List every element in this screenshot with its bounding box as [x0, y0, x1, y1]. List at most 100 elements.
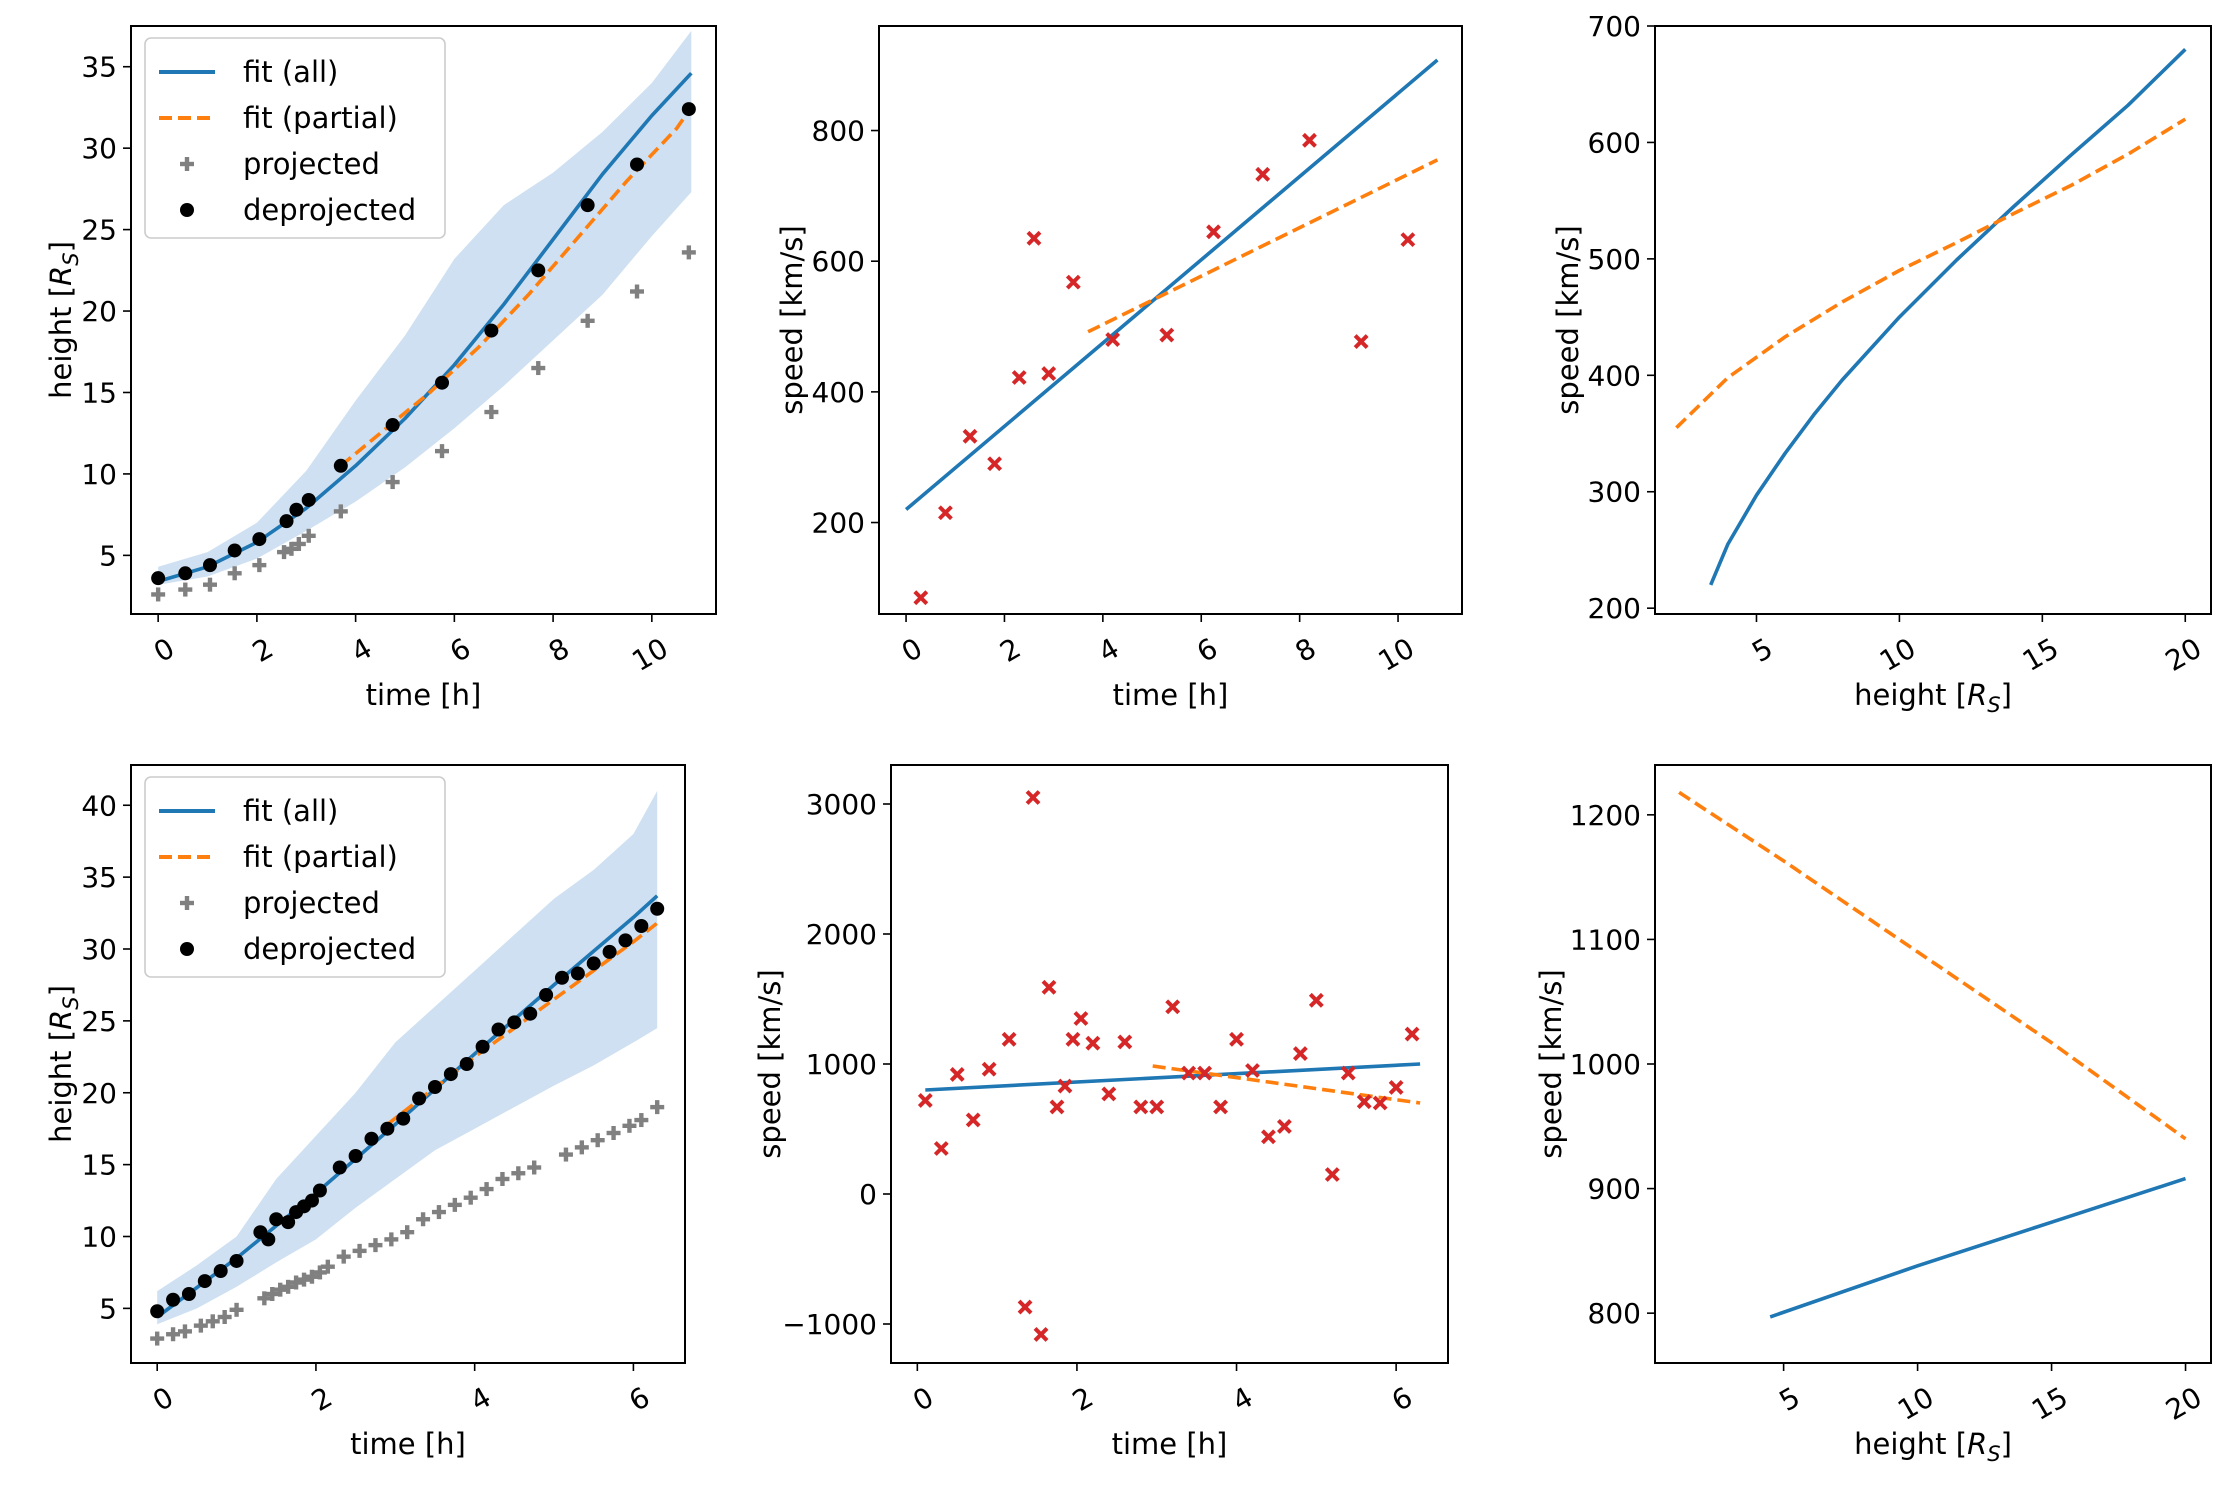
- series-fit-partial-line: [1678, 790, 2187, 1141]
- y-tick-label: 40: [81, 789, 117, 822]
- plot-area: [904, 58, 1439, 606]
- panel-bottom-height-time: 0 2 4 6 5 10 15 20 25 30 35 40 time [h] height [RS] fi…: [44, 764, 686, 1461]
- projected-point: [193, 1318, 208, 1333]
- x-tick-label: 8: [1290, 631, 1322, 668]
- legend: fit (all) fit (partial) projected deproject…: [144, 776, 446, 978]
- deprojected-point: [364, 1131, 379, 1146]
- deprojected-point: [427, 1080, 442, 1094]
- speed-point: [1308, 992, 1324, 1008]
- y-tick-label: 1000: [806, 1048, 877, 1081]
- uncertainty-band: [157, 790, 658, 1325]
- projected-point: [166, 1327, 181, 1342]
- projected-point: [479, 1182, 494, 1197]
- series-fit-partial-line: [1152, 1064, 1421, 1105]
- projected-point: [202, 577, 217, 592]
- series-fit-partial-line: [339, 106, 693, 468]
- series-fit-partial-line: [386, 921, 659, 1126]
- legend-label: fit (all): [243, 55, 338, 89]
- legend-frame: [144, 776, 446, 978]
- projected-point: [558, 1147, 573, 1162]
- y-axis-label: speed [km/s]: [775, 225, 809, 414]
- projected-point: [484, 405, 499, 420]
- legend-label: projected: [243, 886, 380, 920]
- legend-label: deprojected: [243, 932, 416, 966]
- speed-point: [1206, 224, 1221, 240]
- deprojected-point: [380, 1121, 395, 1136]
- projected-point: [252, 558, 267, 573]
- x-tick-label: 2: [247, 631, 279, 668]
- projected-point: [301, 528, 316, 543]
- x-tick-label: 2: [1067, 1380, 1099, 1417]
- speed-point: [1353, 334, 1369, 349]
- speed-point: [1026, 230, 1042, 246]
- projected-point: [435, 444, 450, 459]
- plot-area: [150, 790, 665, 1346]
- speed-point: [987, 456, 1003, 472]
- deprojected-point: [281, 1215, 296, 1230]
- deprojected-point: [580, 198, 595, 213]
- x-tick-label: 10: [1892, 1380, 1939, 1426]
- series-fit-all-line: [1709, 48, 2187, 586]
- speed-point: [917, 1092, 933, 1108]
- projected-point: [574, 1140, 589, 1155]
- legend-item-fit-partial: fit (partial): [159, 101, 398, 135]
- deprojected-point: [650, 901, 665, 916]
- y-tick-label: 500: [1588, 243, 1641, 276]
- deprojected-point: [531, 263, 546, 278]
- x-tick-label: 20: [2160, 631, 2207, 677]
- projected-point: [289, 1275, 304, 1290]
- projected-point: [178, 582, 193, 597]
- x-tick-label: 6: [1191, 631, 1223, 668]
- y-tick-label: 10: [81, 1221, 117, 1254]
- x-tick-label: 4: [1093, 631, 1125, 668]
- legend-item-deprojected: deprojected: [180, 932, 416, 966]
- deprojected-point: [539, 988, 554, 1002]
- speed-point: [1133, 1099, 1149, 1115]
- projected-point: [352, 1243, 367, 1258]
- deprojected-point: [443, 1067, 458, 1082]
- y-tick-label: 3000: [806, 788, 877, 821]
- speed-point: [962, 428, 978, 444]
- projected-point: [217, 1310, 232, 1324]
- y-tick-label: 35: [81, 861, 117, 894]
- axes-frame: [890, 764, 1449, 1364]
- x-tick-label: 6: [623, 1380, 655, 1417]
- x-tick-label: 6: [1386, 1380, 1418, 1417]
- projected-point: [650, 1100, 665, 1115]
- speed-point: [1033, 1326, 1049, 1342]
- legend-item-deprojected: deprojected: [180, 193, 416, 227]
- projected-point: [580, 313, 595, 328]
- projected-point: [284, 541, 299, 556]
- panel-top-speed-height: 5 10 15 20 200 300 400 500 600 700 height [RS] spee…: [1551, 10, 2212, 717]
- deprojected-point: [681, 102, 696, 117]
- deprojected-point: [396, 1111, 411, 1126]
- deprojected-point: [586, 956, 601, 971]
- speed-point: [1165, 999, 1181, 1015]
- deprojected-point: [213, 1264, 228, 1278]
- projected-point: [622, 1118, 637, 1133]
- deprojected-point: [523, 1006, 538, 1021]
- panel-top-speed-time: 0 2 4 6 8 10 200 400 600 800 time [h] speed [km/s]: [775, 25, 1463, 712]
- y-tick-label: 600: [812, 245, 865, 278]
- speed-point: [1388, 1079, 1404, 1095]
- series-fit-partial-line: [1675, 117, 2187, 429]
- plot-area: [917, 790, 1421, 1342]
- x-tick-label: 8: [543, 631, 575, 668]
- y-tick-label: 25: [81, 1005, 117, 1038]
- y-tick-label: 15: [81, 1149, 117, 1182]
- x-axis-label: time [h]: [366, 678, 482, 712]
- speed-point: [1117, 1034, 1133, 1050]
- y-tick-label: 20: [81, 295, 117, 328]
- speed-point: [1085, 1035, 1101, 1051]
- panel-bottom-speed-time: 0 2 4 6 −1000 0 1000 2000 3000 time [h] speed [km/…: [753, 764, 1449, 1461]
- projected-point: [590, 1133, 605, 1148]
- y-tick-label: 35: [81, 51, 117, 84]
- x-tick-label: 2: [306, 1380, 338, 1417]
- legend-swatch: [180, 157, 194, 171]
- series-fit-all-line: [1769, 1176, 2187, 1319]
- projected-point: [281, 1279, 296, 1294]
- y-axis-label: height [RS]: [44, 985, 83, 1143]
- deprojected-point: [151, 571, 166, 586]
- projected-point: [227, 566, 242, 581]
